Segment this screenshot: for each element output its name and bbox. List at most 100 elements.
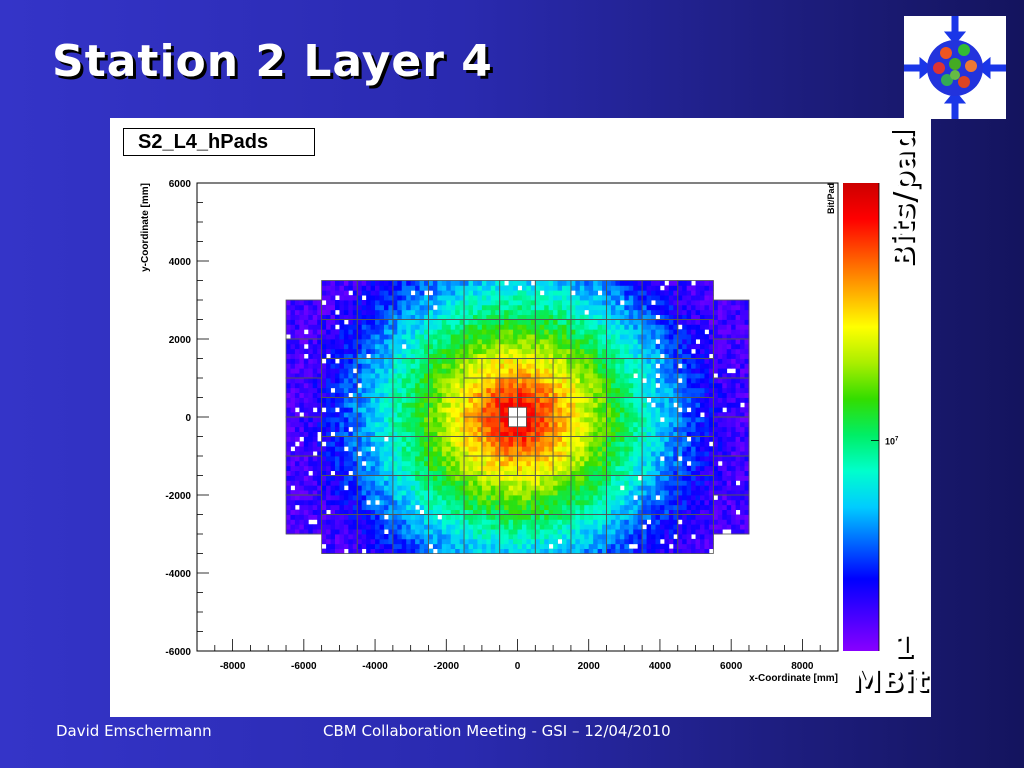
heatmap-cell [330, 480, 336, 486]
heatmap-cell [682, 382, 688, 389]
heatmap-cell [357, 387, 363, 394]
heatmap-cell [459, 285, 465, 291]
heatmap-cell [339, 392, 345, 398]
heatmap-cell [294, 436, 300, 442]
heatmap-cell [628, 538, 634, 545]
heatmap-cell [544, 509, 550, 515]
heatmap-cell [370, 524, 376, 530]
heatmap-cell [539, 363, 545, 369]
heatmap-cell [419, 480, 425, 486]
heatmap-cell [570, 436, 576, 442]
heatmap-cell [557, 451, 563, 457]
heatmap-cell [366, 290, 371, 296]
heatmap-cell [495, 304, 501, 311]
heatmap-cell [415, 465, 420, 472]
heatmap-cell [530, 426, 536, 433]
heatmap-cell [668, 456, 674, 462]
heatmap-cell [637, 504, 643, 511]
heatmap-cell [415, 441, 420, 447]
heatmap-cell [286, 509, 291, 515]
heatmap-cell [321, 324, 327, 330]
heatmap-cell [348, 363, 354, 369]
heatmap-cell [348, 446, 354, 452]
heatmap-cell [348, 504, 354, 511]
heatmap-cell [655, 353, 661, 359]
heatmap-cell [450, 343, 456, 350]
heatmap-cell [513, 343, 518, 350]
heatmap-cell [326, 280, 331, 286]
heatmap-cell [584, 324, 590, 330]
heatmap-cell [286, 309, 291, 316]
heatmap-cell [686, 392, 692, 398]
heatmap-cell [508, 465, 514, 472]
heatmap-cell [539, 334, 545, 340]
heatmap-cell [397, 480, 403, 486]
heatmap-cell [410, 475, 416, 481]
heatmap-cell [352, 373, 358, 379]
heatmap-cell [664, 290, 670, 296]
heatmap-cell [312, 309, 318, 316]
heatmap-cell [557, 290, 563, 296]
heatmap-cell [579, 504, 585, 511]
heatmap-cell [539, 485, 545, 491]
heatmap-cell [334, 514, 340, 520]
heatmap-cell [290, 465, 296, 472]
heatmap-cell [308, 499, 314, 506]
heatmap-cell [446, 490, 452, 496]
heatmap-cell [294, 490, 300, 496]
heatmap-cell [392, 334, 398, 340]
heatmap-cell [597, 451, 603, 457]
heatmap-cell [544, 309, 550, 316]
heatmap-cell [464, 373, 469, 379]
heatmap-cell [584, 436, 590, 442]
heatmap-cell [530, 319, 536, 325]
heatmap-cell [575, 397, 581, 403]
heatmap-cell [691, 309, 696, 316]
heatmap-cell [606, 373, 612, 379]
heatmap-cell [659, 363, 665, 369]
heatmap-cell [544, 407, 550, 413]
heatmap-cell [504, 524, 509, 530]
heatmap-cell [508, 441, 514, 447]
heatmap-cell [651, 548, 656, 554]
heatmap-cell [379, 353, 385, 359]
heatmap-cell [610, 534, 616, 540]
heatmap-cell [504, 485, 509, 491]
heatmap-cell [481, 499, 487, 506]
heatmap-cell [606, 485, 612, 491]
heatmap-cell [343, 378, 349, 384]
heatmap-cell [326, 529, 331, 535]
heatmap-cell [619, 407, 625, 413]
heatmap-cell [321, 431, 327, 437]
heatmap-cell [637, 451, 643, 457]
heatmap-cell [570, 373, 576, 379]
heatmap-cell [504, 534, 509, 540]
heatmap-cell [317, 460, 323, 467]
heatmap-cell [464, 465, 469, 472]
heatmap-cell [544, 475, 550, 481]
heatmap-cell [495, 343, 501, 350]
heatmap-cell [557, 524, 563, 530]
heatmap-cell [410, 348, 416, 355]
heatmap-cell [419, 534, 425, 540]
heatmap-cell [637, 387, 643, 394]
heatmap-cell [557, 280, 563, 286]
heatmap-cell [570, 490, 576, 496]
heatmap-cell [579, 329, 585, 335]
heatmap-cell [334, 470, 340, 476]
heatmap-cell [490, 509, 496, 515]
heatmap-cell [450, 334, 456, 340]
heatmap-cell [628, 465, 634, 472]
heatmap-cell [517, 392, 523, 398]
heatmap-cell [646, 509, 652, 515]
heatmap-cell [633, 451, 639, 457]
heatmap-cell [383, 382, 389, 389]
heatmap-cell [317, 412, 323, 418]
heatmap-cell [330, 441, 336, 447]
heatmap-cell [290, 373, 296, 379]
heatmap-cell [290, 460, 296, 467]
heatmap-cell [326, 460, 331, 467]
heatmap-cell [539, 509, 545, 515]
heatmap-cell [628, 309, 634, 316]
heatmap-cell [646, 329, 652, 335]
